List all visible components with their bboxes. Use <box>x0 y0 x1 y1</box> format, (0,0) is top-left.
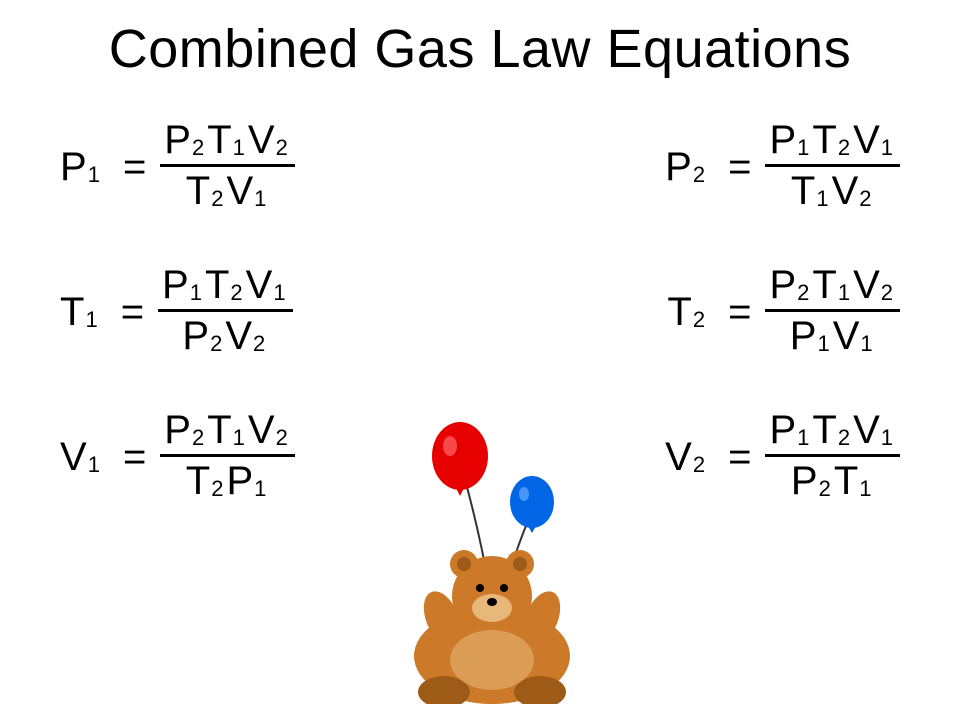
numerator: P1T2V1 <box>765 120 900 162</box>
equals-sign: = <box>121 292 144 332</box>
page-title: Combined Gas Law Equations <box>0 18 960 80</box>
variable-term: P2 <box>665 147 708 187</box>
equation-t1: T1 = P1T2V1 P2V2 <box>60 265 293 358</box>
numerator: P2T1V2 <box>160 410 295 452</box>
variable-term: V2 <box>248 410 291 450</box>
fraction: P1T2V1 P2T1 <box>765 410 900 503</box>
variable-term: V1 <box>60 437 103 477</box>
lhs: P2 <box>665 147 708 187</box>
variable-term: T1 <box>207 410 248 450</box>
variable-term: V2 <box>853 265 896 305</box>
variable-term: V1 <box>226 171 269 211</box>
variable-term: T2 <box>205 265 246 305</box>
denominator: T2V1 <box>182 171 274 213</box>
denominator: P2V2 <box>178 316 272 358</box>
variable-term: T2 <box>186 461 227 501</box>
denominator: T2P1 <box>182 461 274 503</box>
variable-term: T1 <box>60 292 101 332</box>
variable-term: T1 <box>812 265 853 305</box>
equation-v1: V1 = P2T1V2 T2P1 <box>60 410 295 503</box>
variable-term: V2 <box>832 171 875 211</box>
denominator: P2T1 <box>787 461 879 503</box>
variable-term: T1 <box>207 120 248 160</box>
variable-term: T2 <box>812 120 853 160</box>
fraction-bar <box>765 164 900 167</box>
fraction-bar <box>765 454 900 457</box>
variable-term: V1 <box>246 265 289 305</box>
variable-term: P1 <box>162 265 205 305</box>
variable-term: V2 <box>248 120 291 160</box>
fraction: P1T2V1 T1V2 <box>765 120 900 213</box>
lhs: V1 <box>60 437 103 477</box>
numerator: P1T2V1 <box>158 265 293 307</box>
fraction: P2T1V2 T2V1 <box>160 120 295 213</box>
variable-term: P1 <box>769 120 812 160</box>
lhs: T2 <box>667 292 708 332</box>
equation-p2: P2 = P1T2V1 T1V2 <box>665 120 900 213</box>
equation-v2: V2 = P1T2V1 P2T1 <box>665 410 900 503</box>
variable-term: P2 <box>164 410 207 450</box>
fraction-bar <box>160 164 295 167</box>
fraction: P2T1V2 T2P1 <box>160 410 295 503</box>
numerator: P2T1V2 <box>160 120 295 162</box>
variable-term: P2 <box>164 120 207 160</box>
equals-sign: = <box>728 147 751 187</box>
variable-term: T2 <box>186 171 227 211</box>
variable-term: P2 <box>182 316 225 356</box>
variable-term: P2 <box>791 461 834 501</box>
variable-term: P1 <box>226 461 269 501</box>
variable-term: T1 <box>834 461 875 501</box>
variable-term: P1 <box>60 147 103 187</box>
variable-term: V1 <box>853 410 896 450</box>
equals-sign: = <box>728 292 751 332</box>
fraction-bar <box>158 309 293 312</box>
equation-p1: P1 = P2T1V2 T2V1 <box>60 120 295 213</box>
variable-term: P1 <box>769 410 812 450</box>
variable-term: V1 <box>853 120 896 160</box>
lhs: P1 <box>60 147 103 187</box>
variable-term: P2 <box>769 265 812 305</box>
variable-term: P1 <box>790 316 833 356</box>
fraction: P2T1V2 P1V1 <box>765 265 900 358</box>
numerator: P2T1V2 <box>765 265 900 307</box>
fraction-bar <box>765 309 900 312</box>
variable-term: V1 <box>833 316 876 356</box>
variable-term: V2 <box>665 437 708 477</box>
lhs: V2 <box>665 437 708 477</box>
fraction-bar <box>160 454 295 457</box>
fraction: P1T2V1 P2V2 <box>158 265 293 358</box>
variable-term: T2 <box>667 292 708 332</box>
variable-term: V2 <box>225 316 268 356</box>
equation-t2: T2 = P2T1V2 P1V1 <box>667 265 900 358</box>
denominator: P1V1 <box>786 316 880 358</box>
lhs: T1 <box>60 292 101 332</box>
numerator: P1T2V1 <box>765 410 900 452</box>
equals-sign: = <box>123 147 146 187</box>
equals-sign: = <box>123 437 146 477</box>
denominator: T1V2 <box>787 171 879 213</box>
equals-sign: = <box>728 437 751 477</box>
bear-balloons-illustration <box>372 404 612 704</box>
variable-term: T2 <box>812 410 853 450</box>
variable-term: T1 <box>791 171 832 211</box>
